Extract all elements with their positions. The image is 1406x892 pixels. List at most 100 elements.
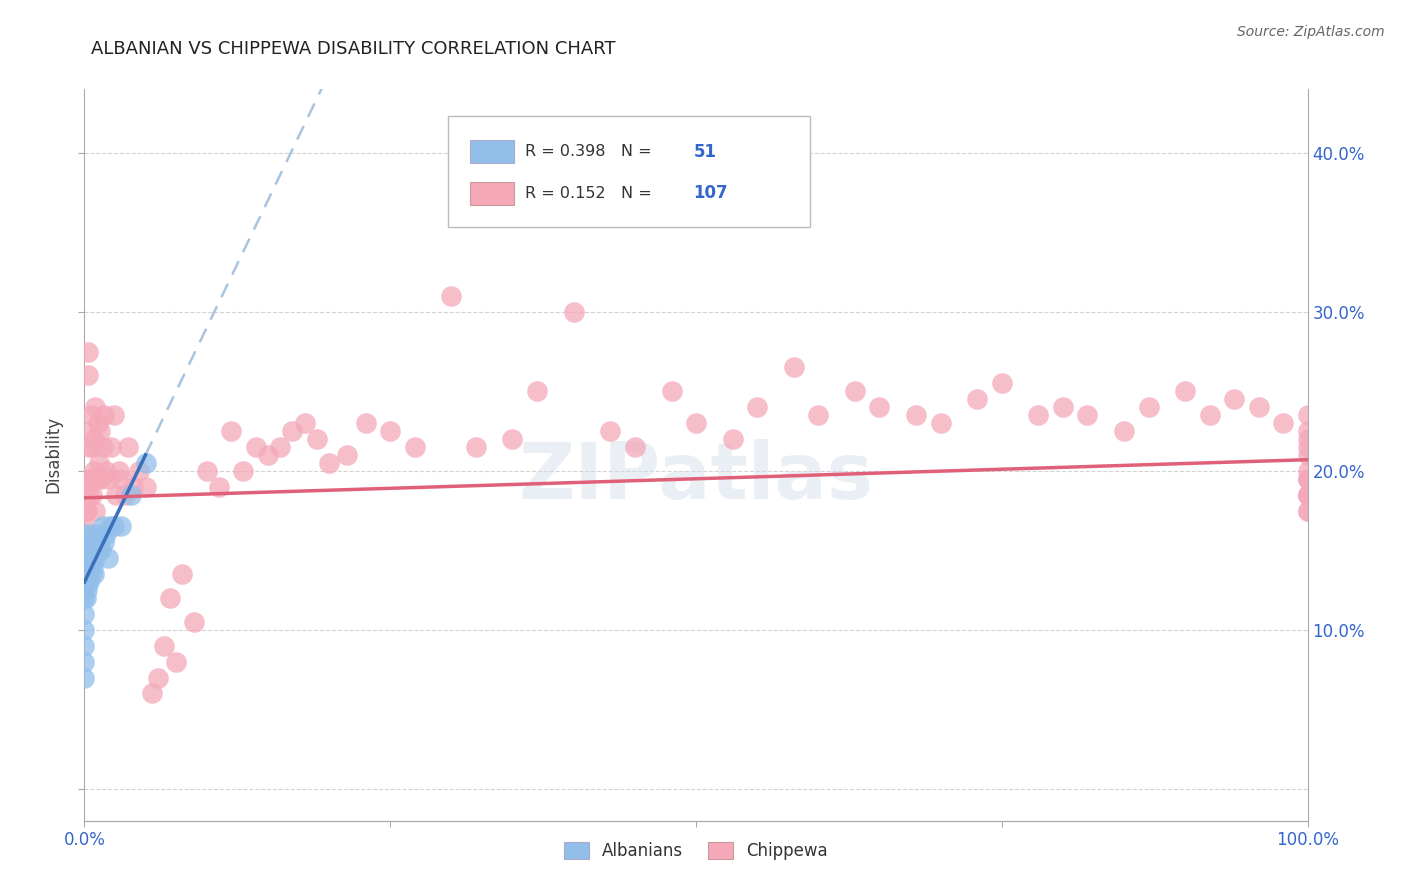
Point <box>661 384 683 399</box>
Point <box>1296 472 1319 486</box>
Point <box>86 535 108 549</box>
Point <box>380 424 402 438</box>
Point <box>82 440 104 454</box>
Point <box>77 440 100 454</box>
Point <box>79 535 101 549</box>
Point <box>73 591 96 605</box>
Point <box>526 384 548 399</box>
Point <box>110 472 132 486</box>
Text: ALBANIAN VS CHIPPEWA DISABILITY CORRELATION CHART: ALBANIAN VS CHIPPEWA DISABILITY CORRELAT… <box>91 40 616 58</box>
Point <box>77 344 100 359</box>
Point <box>844 384 866 399</box>
Point <box>73 519 96 533</box>
Point <box>83 464 105 478</box>
Point <box>87 416 110 430</box>
Point <box>93 535 115 549</box>
Point <box>1296 488 1319 502</box>
Point <box>97 551 120 566</box>
Point <box>84 503 107 517</box>
Point <box>1296 472 1319 486</box>
Point <box>599 424 621 438</box>
Point <box>73 607 96 621</box>
Point <box>1076 408 1098 422</box>
Point <box>269 440 291 454</box>
Point <box>73 671 96 685</box>
Point <box>1198 408 1220 422</box>
Point <box>318 456 340 470</box>
Point <box>73 503 96 517</box>
Point <box>73 623 96 637</box>
Point <box>84 401 107 415</box>
Point <box>1296 488 1319 502</box>
Point <box>1223 392 1246 407</box>
Point <box>77 551 100 566</box>
Point <box>90 472 112 486</box>
Point <box>1296 503 1319 517</box>
Point <box>257 448 280 462</box>
Point <box>1296 488 1319 502</box>
Point <box>77 488 100 502</box>
Point <box>76 567 98 582</box>
Text: 51: 51 <box>693 143 717 161</box>
Point <box>1028 408 1050 422</box>
Point <box>929 416 952 430</box>
Point <box>73 543 96 558</box>
Point <box>172 567 194 582</box>
Point <box>80 543 103 558</box>
Point <box>98 519 121 533</box>
Point <box>75 527 97 541</box>
Point <box>114 488 136 502</box>
Point <box>82 559 104 574</box>
Point <box>905 408 928 422</box>
Point <box>73 575 96 590</box>
Point <box>122 480 145 494</box>
Point <box>146 671 169 685</box>
Point <box>73 551 96 566</box>
Point <box>141 686 163 700</box>
Text: Source: ZipAtlas.com: Source: ZipAtlas.com <box>1237 25 1385 39</box>
Point <box>79 472 101 486</box>
Point <box>336 448 359 462</box>
Point <box>245 440 267 454</box>
Point <box>117 440 139 454</box>
Point <box>807 408 830 422</box>
Point <box>97 472 120 486</box>
Point <box>80 408 103 422</box>
Point <box>1296 464 1319 478</box>
Point <box>135 456 157 470</box>
Point <box>77 543 100 558</box>
Point <box>75 575 97 590</box>
Point <box>83 567 105 582</box>
Point <box>96 464 118 478</box>
Point <box>195 464 218 478</box>
Point <box>83 535 105 549</box>
Point <box>120 488 142 502</box>
Point <box>79 559 101 574</box>
Point <box>77 535 100 549</box>
Point <box>86 472 108 486</box>
Point <box>1272 416 1295 430</box>
Point <box>1296 503 1319 517</box>
Point <box>87 543 110 558</box>
Point <box>305 432 328 446</box>
Legend: Albanians, Chippewa: Albanians, Chippewa <box>557 836 835 867</box>
Point <box>281 424 304 438</box>
Point <box>91 440 114 454</box>
Point <box>100 440 122 454</box>
Point <box>90 543 112 558</box>
Point <box>1052 401 1074 415</box>
Point <box>73 567 96 582</box>
Point <box>73 535 96 549</box>
Point <box>1296 424 1319 438</box>
Point <box>1296 432 1319 446</box>
Point <box>73 559 96 574</box>
Point <box>103 408 125 422</box>
Text: R = 0.152   N =: R = 0.152 N = <box>524 186 657 201</box>
Text: R = 0.398   N =: R = 0.398 N = <box>524 145 657 160</box>
Text: 107: 107 <box>693 185 728 202</box>
Point <box>1174 384 1197 399</box>
Point <box>83 432 105 446</box>
Point <box>77 575 100 590</box>
Point <box>502 432 524 446</box>
Point <box>991 376 1014 391</box>
